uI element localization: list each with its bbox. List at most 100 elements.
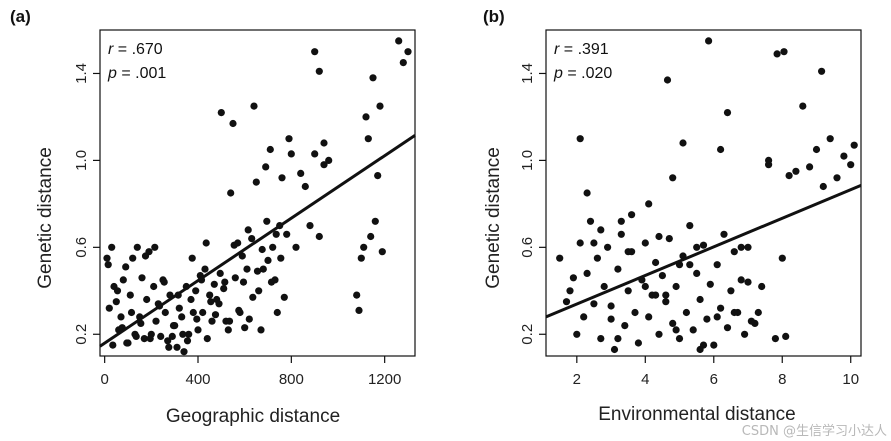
data-point <box>122 263 130 271</box>
y-tick-label: 0.2 <box>519 324 536 345</box>
data-point <box>604 243 612 251</box>
data-point <box>583 269 591 277</box>
data-point <box>573 330 581 338</box>
data-point <box>826 135 834 143</box>
data-point <box>117 313 125 321</box>
data-point <box>699 241 708 249</box>
data-point <box>374 172 382 180</box>
data-point <box>663 76 672 84</box>
data-point <box>675 335 684 343</box>
data-point <box>150 282 158 291</box>
data-point <box>277 254 285 262</box>
data-point <box>258 245 266 254</box>
data-point <box>395 37 403 45</box>
data-point <box>621 322 629 330</box>
data-point <box>315 67 323 75</box>
data-point <box>199 308 207 317</box>
data-point <box>248 235 256 243</box>
data-point <box>203 335 211 343</box>
data-point <box>224 326 232 334</box>
data-point <box>662 298 670 306</box>
data-point <box>152 317 160 325</box>
y-axis-title: Genetic distance <box>35 147 56 289</box>
data-point <box>292 243 300 251</box>
data-point <box>273 308 281 317</box>
data-point <box>628 211 636 219</box>
data-point <box>216 269 224 277</box>
data-point <box>717 145 725 154</box>
data-point <box>325 156 333 164</box>
data-point <box>133 243 141 251</box>
data-point <box>230 241 238 249</box>
data-point <box>353 291 361 299</box>
data-point <box>269 243 277 251</box>
y-axis: 0.2 0.6 1.0 1.4 <box>519 63 546 345</box>
x-axis-title: Environmental distance <box>598 404 796 425</box>
data-point <box>201 265 209 273</box>
data-point <box>311 48 319 56</box>
data-point <box>266 145 274 154</box>
data-point <box>607 302 615 310</box>
x-tick-label: 2 <box>573 371 581 388</box>
data-point <box>576 239 584 247</box>
data-point <box>566 287 574 295</box>
data-point <box>669 319 677 327</box>
data-point <box>782 332 790 340</box>
data-point <box>238 252 246 260</box>
data-point <box>597 226 605 234</box>
data-point <box>727 287 735 295</box>
data-point <box>741 330 749 338</box>
data-point <box>634 339 643 347</box>
data-point <box>799 102 807 110</box>
r-statistic: r = .391 <box>554 41 609 58</box>
data-point <box>614 335 622 343</box>
p-symbol: p <box>553 65 563 82</box>
data-point <box>263 217 271 225</box>
data-point <box>645 200 653 208</box>
data-point <box>211 311 220 319</box>
data-point <box>744 278 752 286</box>
data-point <box>161 308 169 317</box>
data-point <box>187 295 195 304</box>
data-point <box>127 308 136 317</box>
data-point <box>297 169 305 177</box>
data-point <box>239 278 248 286</box>
data-point <box>206 291 214 299</box>
data-point <box>262 163 270 171</box>
data-point <box>141 252 150 260</box>
x-tick-label: 0 <box>100 371 108 388</box>
data-point <box>360 243 368 251</box>
regression-line <box>545 184 862 319</box>
data-point <box>706 280 714 288</box>
data-point <box>765 156 773 164</box>
data-point <box>710 341 718 349</box>
data-point <box>283 230 291 238</box>
x-tick-label: 10 <box>842 371 859 388</box>
data-point <box>737 243 745 251</box>
data-point <box>641 282 649 291</box>
data-point <box>617 217 625 225</box>
data-point <box>378 248 386 256</box>
r-value: = .670 <box>113 41 162 58</box>
data-point <box>631 308 639 317</box>
data-point <box>175 304 183 312</box>
data-point <box>682 308 691 317</box>
x-tick-label: 1200 <box>368 371 401 388</box>
data-point <box>580 313 588 321</box>
data-point <box>285 135 293 143</box>
data-point <box>132 332 140 340</box>
data-point <box>367 232 375 241</box>
data-point <box>164 337 172 345</box>
data-point <box>169 322 178 330</box>
data-point <box>686 222 694 230</box>
data-point <box>189 308 197 317</box>
data-point <box>315 232 323 241</box>
data-point <box>320 161 328 169</box>
p-statistic: p = .001 <box>107 65 166 82</box>
data-point <box>806 163 814 171</box>
data-point <box>672 326 680 334</box>
data-point <box>355 306 363 314</box>
data-point <box>221 278 229 286</box>
y-tick-label: 0.6 <box>519 237 536 258</box>
data-point <box>662 291 670 299</box>
